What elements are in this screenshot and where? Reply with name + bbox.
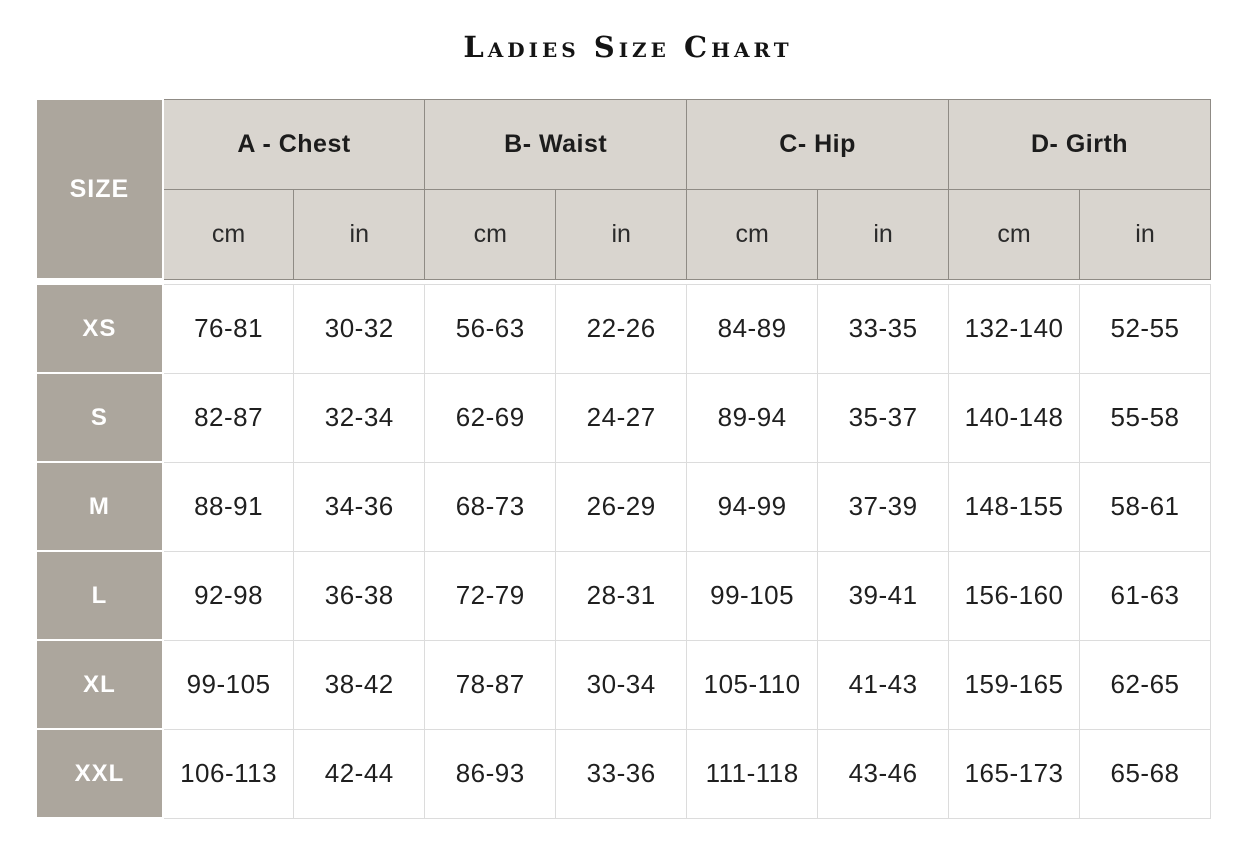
group-header-hip: C- Hip — [686, 98, 950, 190]
value-cell: 33-36 — [555, 728, 688, 819]
page-title: Ladies Size Chart — [463, 30, 793, 64]
size-cell: XS — [35, 283, 164, 374]
value-cell: 62-69 — [424, 372, 557, 463]
value-cell: 84-89 — [686, 283, 819, 374]
value-cell: 41-43 — [817, 639, 950, 730]
value-cell: 111-118 — [686, 728, 819, 819]
table-row: XXL 106-113 42-44 86-93 33-36 111-118 43-46 16… — [35, 728, 1211, 819]
group-header-chest: A - Chest — [162, 98, 426, 190]
table-row: M 88-91 34-36 68-73 26-29 94-99 37-39 148-155 5… — [35, 461, 1211, 552]
value-cell: 156-160 — [948, 550, 1081, 641]
value-cell: 61-63 — [1079, 550, 1211, 641]
unit-header-girth-cm: cm — [948, 188, 1081, 280]
value-cell: 42-44 — [293, 728, 426, 819]
value-cell: 56-63 — [424, 283, 557, 374]
value-cell: 36-38 — [293, 550, 426, 641]
value-cell: 94-99 — [686, 461, 819, 552]
value-cell: 72-79 — [424, 550, 557, 641]
value-cell: 24-27 — [555, 372, 688, 463]
value-cell: 106-113 — [162, 728, 295, 819]
value-cell: 34-36 — [293, 461, 426, 552]
table-row: L 92-98 36-38 72-79 28-31 99-105 39-41 156-160… — [35, 550, 1211, 641]
value-cell: 165-173 — [948, 728, 1081, 819]
value-cell: 37-39 — [817, 461, 950, 552]
page: Ladies Size Chart SIZE A - Chest B- Wais… — [35, 30, 1211, 819]
value-cell: 89-94 — [686, 372, 819, 463]
value-cell: 22-26 — [555, 283, 688, 374]
value-cell: 88-91 — [162, 461, 295, 552]
value-cell: 105-110 — [686, 639, 819, 730]
value-cell: 99-105 — [686, 550, 819, 641]
unit-header-waist-cm: cm — [424, 188, 557, 280]
unit-header-chest-cm: cm — [162, 188, 295, 280]
size-cell: M — [35, 461, 164, 552]
value-cell: 26-29 — [555, 461, 688, 552]
value-cell: 140-148 — [948, 372, 1081, 463]
value-cell: 28-31 — [555, 550, 688, 641]
unit-header-hip-in: in — [817, 188, 950, 280]
size-cell: S — [35, 372, 164, 463]
value-cell: 35-37 — [817, 372, 950, 463]
table-row: XL 99-105 38-42 78-87 30-34 105-110 41-43 159-… — [35, 639, 1211, 730]
table-row: S 82-87 32-34 62-69 24-27 89-94 35-37 140-148 5… — [35, 372, 1211, 463]
value-cell: 86-93 — [424, 728, 557, 819]
unit-header-hip-cm: cm — [686, 188, 819, 280]
value-cell: 76-81 — [162, 283, 295, 374]
table-row: XS 76-81 30-32 56-63 22-26 84-89 33-35 132-140… — [35, 283, 1211, 374]
value-cell: 55-58 — [1079, 372, 1211, 463]
unit-header-girth-in: in — [1079, 188, 1211, 280]
value-cell: 62-65 — [1079, 639, 1211, 730]
value-cell: 82-87 — [162, 372, 295, 463]
value-cell: 39-41 — [817, 550, 950, 641]
value-cell: 30-34 — [555, 639, 688, 730]
value-cell: 78-87 — [424, 639, 557, 730]
size-chart-header: SIZE A - Chest B- Waist C- Hip D- Girth … — [35, 98, 1211, 280]
size-chart: SIZE A - Chest B- Waist C- Hip D- Girth … — [35, 98, 1211, 819]
value-cell: 68-73 — [424, 461, 557, 552]
value-cell: 32-34 — [293, 372, 426, 463]
value-cell: 52-55 — [1079, 283, 1211, 374]
group-header-girth: D- Girth — [948, 98, 1211, 190]
size-table-body: XS 76-81 30-32 56-63 22-26 84-89 33-35 132-140… — [35, 283, 1211, 819]
size-cell: L — [35, 550, 164, 641]
value-cell: 148-155 — [948, 461, 1081, 552]
group-header-waist: B- Waist — [424, 98, 688, 190]
value-cell: 159-165 — [948, 639, 1081, 730]
value-cell: 99-105 — [162, 639, 295, 730]
unit-header-waist-in: in — [555, 188, 688, 280]
size-column-header: SIZE — [35, 98, 164, 280]
value-cell: 132-140 — [948, 283, 1081, 374]
value-cell: 33-35 — [817, 283, 950, 374]
size-cell: XXL — [35, 728, 164, 819]
size-chart-body-table: XS 76-81 30-32 56-63 22-26 84-89 33-35 132-140… — [35, 283, 1211, 819]
value-cell: 92-98 — [162, 550, 295, 641]
value-cell: 43-46 — [817, 728, 950, 819]
value-cell: 38-42 — [293, 639, 426, 730]
value-cell: 30-32 — [293, 283, 426, 374]
unit-header-chest-in: in — [293, 188, 426, 280]
size-cell: XL — [35, 639, 164, 730]
value-cell: 58-61 — [1079, 461, 1211, 552]
value-cell: 65-68 — [1079, 728, 1211, 819]
